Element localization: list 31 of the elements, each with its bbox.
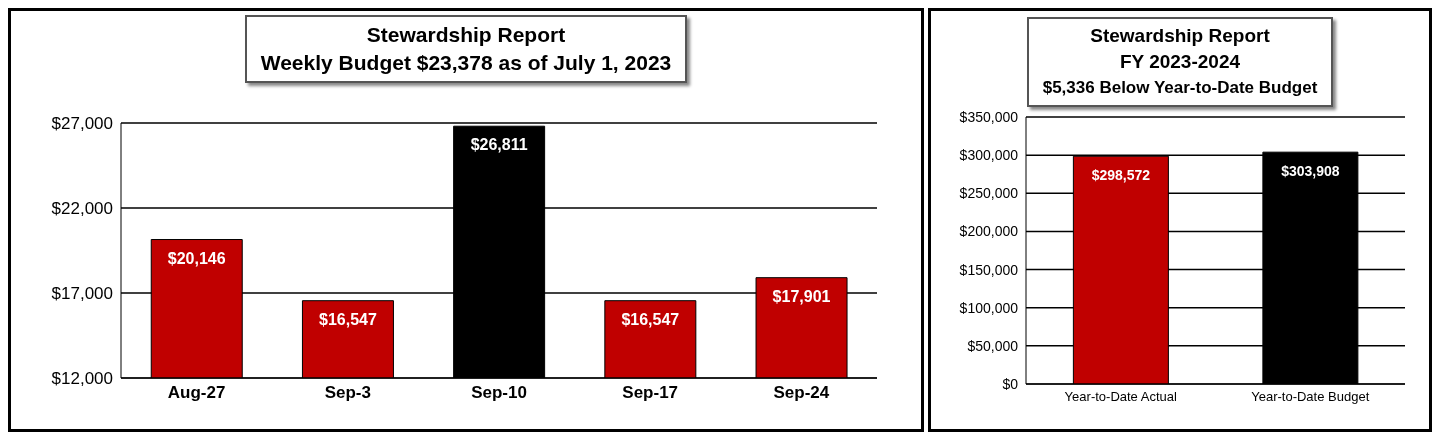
y-tick-label: $350,000: [959, 108, 1019, 125]
x-tick-label: Year-to-Date Actual: [1064, 389, 1177, 405]
chart-title: Stewardship Report: [1089, 24, 1271, 48]
data-label: $26,811: [470, 136, 528, 154]
x-tick-label: Sep-3: [324, 383, 371, 403]
data-label: $16,547: [319, 310, 377, 328]
y-tick-label: $250,000: [959, 185, 1019, 202]
y-tick-label: $50,000: [967, 337, 1019, 354]
y-tick-label: $0: [1002, 375, 1019, 392]
chart-title: Stewardship Report: [365, 22, 567, 48]
y-tick-label: $27,000: [51, 114, 113, 134]
y-tick-label: $200,000: [959, 223, 1019, 240]
text: $5,336 Below Year-to-Date Budget: [1042, 77, 1318, 99]
data-label: $17,901: [772, 287, 831, 305]
y-tick-label: $150,000: [959, 261, 1019, 278]
data-label: $16,547: [621, 310, 680, 328]
x-tick-label: Sep-17: [622, 383, 679, 403]
data-label: $303,908: [1281, 163, 1340, 180]
chart-subtitle: Weekly Budget $23,378 as of July 1, 2023: [260, 50, 672, 76]
x-tick-label: Sep-10: [471, 383, 527, 403]
y-tick-label: $100,000: [959, 299, 1019, 316]
chart-subtitle: FY 2023-2024: [1118, 50, 1242, 74]
data-label: $20,146: [167, 249, 226, 267]
y-tick-label: $12,000: [51, 369, 113, 389]
x-tick-label: Year-to-Date Budget: [1251, 389, 1370, 405]
y-tick-label: $22,000: [51, 199, 113, 219]
y-tick-label: $300,000: [959, 147, 1019, 164]
data-label: $298,572: [1091, 167, 1151, 184]
x-tick-label: Sep-24: [773, 383, 830, 403]
y-tick-label: $17,000: [51, 284, 113, 304]
x-tick-label: Aug-27: [167, 383, 226, 403]
